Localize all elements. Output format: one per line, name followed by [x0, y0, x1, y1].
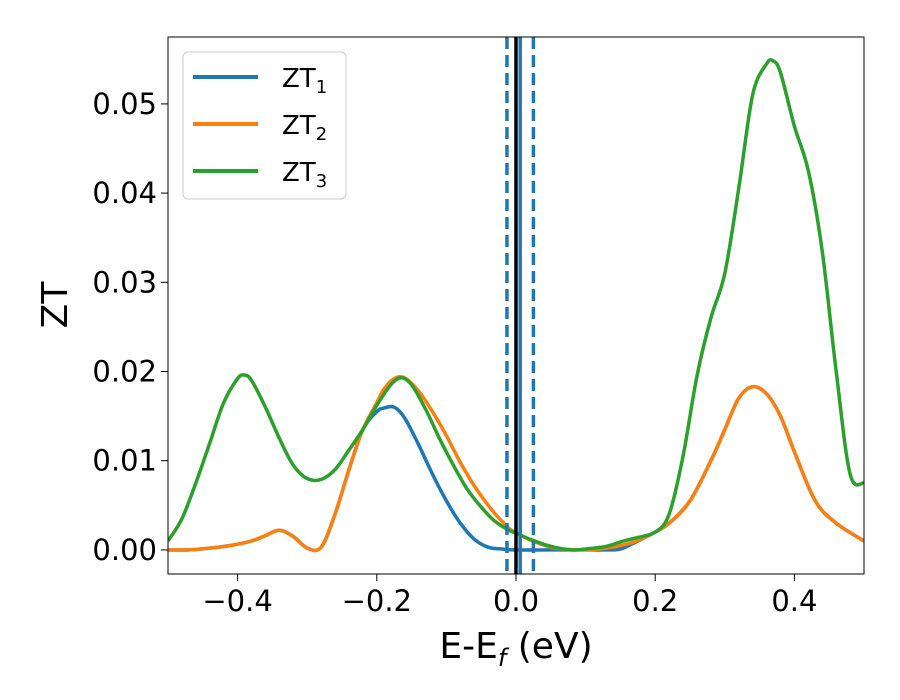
y-tick-label: 0.02: [92, 355, 157, 389]
x-axis-label: E-Ef (eV): [439, 626, 592, 672]
legend-box: [182, 51, 347, 200]
series-line-zt3: [168, 58, 864, 552]
x-axis-label-unit: (eV): [506, 626, 592, 667]
series-layer: [168, 58, 864, 553]
x-tick-label: 0.2: [632, 584, 678, 618]
vertical-lines-layer: [505, 37, 536, 574]
x-axis-ticks: −0.4 −0.2 0.0 0.2 0.4: [202, 574, 817, 618]
y-tick-label: 0.01: [92, 444, 157, 478]
x-tick-label: −0.4: [202, 584, 272, 618]
y-tick-label: 0.05: [92, 87, 157, 121]
y-tick-label: 0.03: [92, 265, 157, 299]
series-line-zt2: [168, 374, 864, 553]
y-axis-ticks: 0.00 0.01 0.02 0.03 0.04 0.05: [92, 87, 168, 567]
y-tick-label: 0.04: [92, 176, 157, 210]
x-tick-label: 0.0: [493, 584, 539, 618]
x-tick-label: 0.4: [771, 584, 817, 618]
legend-label-zt3: ZT3: [282, 158, 327, 192]
x-tick-label: −0.2: [342, 584, 412, 618]
x-axis-label-main: E-E: [439, 626, 497, 667]
legend-label-zt1: ZT1: [282, 64, 327, 98]
legend: ZT1 ZT2 ZT3: [182, 51, 347, 200]
y-axis-label: ZT: [35, 281, 76, 329]
y-tick-label: 0.00: [92, 533, 157, 567]
legend-label-zt2: ZT2: [282, 111, 327, 145]
